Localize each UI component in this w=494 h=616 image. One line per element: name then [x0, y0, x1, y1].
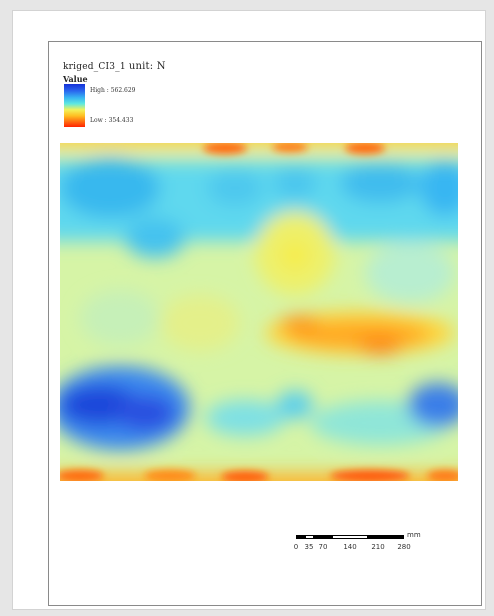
legend-high-label: High : 562.629 [90, 87, 136, 94]
scale-tick-label: 70 [318, 543, 328, 551]
scale-unit-label: mm [407, 531, 421, 539]
kriged-surface-raster [60, 143, 458, 481]
scale-segment [314, 535, 332, 539]
scale-tick-label: 280 [397, 543, 411, 551]
layer-name: kriged_CI3_1 [63, 62, 126, 72]
legend-color-ramp [64, 84, 85, 127]
scale-segment [332, 535, 368, 539]
legend-value-heading: Value [63, 74, 88, 84]
legend-low-label: Low : 354.433 [90, 117, 134, 124]
legend-title: kriged_CI3_1 unit: N [63, 61, 166, 72]
scale-tick-label: 0 [293, 543, 299, 551]
scale-tick-label: 210 [371, 543, 385, 551]
scale-segment [296, 535, 305, 539]
layer-unit: unit: N [128, 61, 166, 72]
scale-segment [368, 535, 404, 539]
scale-tick-label: 140 [343, 543, 357, 551]
scale-segment [305, 535, 314, 539]
scale-bar: mm 0 35 70 140 210 280 [293, 531, 436, 563]
scale-tick-label: 35 [304, 543, 314, 551]
